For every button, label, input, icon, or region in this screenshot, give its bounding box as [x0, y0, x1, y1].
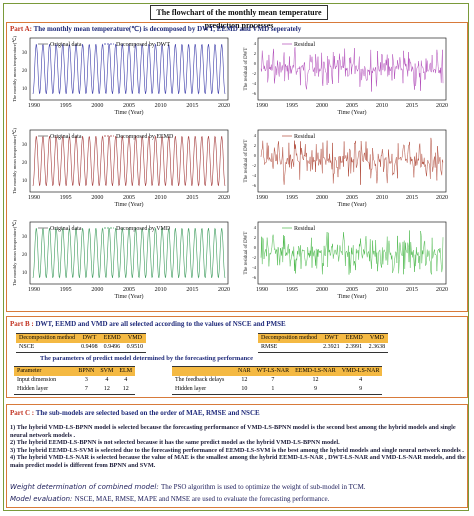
part-c-text: The sub-models are selected based on the… [35, 409, 260, 417]
part-b-box [6, 316, 468, 398]
eval-label: Model evaluation: [10, 495, 73, 503]
part-a-box [6, 22, 468, 312]
eval-text: NSCE, MAE, RMSE, MAPE and NMSE are used … [74, 495, 330, 503]
pr-r1c3: 9 [313, 386, 317, 392]
part-c-item-3: 3) The hybrid EEMD-LS-SVM is selected du… [10, 446, 464, 454]
params-right-table: NAR WT-LS-NAR EEMD-LS-NAR VMD-LS-NAR The… [172, 366, 383, 395]
pl-h2: SVM [97, 366, 117, 376]
pl-r0c2: 4 [105, 377, 109, 383]
pr-r1c4: 9 [359, 386, 363, 392]
outer-frame [3, 3, 469, 511]
figure-title: The flowchart of the monthly mean temper… [150, 5, 328, 30]
pr-r0c2: 7 [271, 377, 275, 383]
nsce-c2: 0.9496 [103, 344, 121, 350]
pl-r0c3: 4 [124, 377, 128, 383]
params-left-row-1: Input dimension 3 4 4 [14, 376, 135, 385]
part-b-heading: Part B : DWT, EEMD and VMD are all selec… [10, 320, 286, 328]
params-right-header: NAR WT-LS-NAR EEMD-LS-NAR VMD-LS-NAR [172, 366, 383, 376]
part-c-heading: Part C : The sub-models are selected bas… [10, 409, 260, 417]
rmse-h2: EEMD [342, 333, 366, 343]
eval-line: Model evaluation: NSCE, MAE, RMSE, MAPE … [10, 495, 329, 503]
rmse-h3: VMD [365, 333, 389, 343]
part-c-label: Part C : [10, 409, 35, 417]
pr-r0c1: 12 [241, 377, 248, 383]
pl-r0c0: Input dimension [17, 377, 57, 383]
pl-h1: BPNN [75, 366, 98, 376]
rmse-h1: DWT [320, 333, 343, 343]
part-a-label: Part A: [10, 25, 32, 33]
params-right-row-1: The feedback delays 12 7 12 4 [172, 376, 382, 385]
rmse-c2: 2.3991 [345, 344, 363, 350]
part-c-item-1: 1) The hybrid VMD-LS-BPNN model is selec… [10, 424, 456, 439]
params-title: The parameters of predict model determin… [40, 355, 253, 362]
part-c-item-4: 4) The hybrid VMD-LS-NAR is selected bec… [10, 454, 466, 469]
rmse-c0: RMSE [261, 344, 278, 350]
rmse-c3: 2.3638 [368, 344, 386, 350]
nsce-table-header: Decomposition method DWT EEMD VMD [16, 333, 147, 343]
pr-r1c2: 1 [271, 386, 275, 392]
pr-r0c4: 4 [359, 377, 363, 383]
part-b-label: Part B : [10, 320, 34, 328]
part-c-items: 1) The hybrid VMD-LS-BPNN model is selec… [10, 424, 466, 470]
pr-h1: WT-LS-NAR [253, 366, 293, 376]
nsce-c1: 0.9498 [81, 344, 98, 350]
nsce-h1: DWT [78, 333, 101, 343]
weight-text: The PSO algorithm is used to optimize th… [160, 483, 366, 491]
nsce-h3: VMD [123, 333, 147, 343]
rmse-table-row: RMSE 2.3921 2.3991 2.3638 [258, 343, 389, 353]
pr-r0c3: 12 [312, 377, 319, 383]
part-a-heading: Part A: The monthly mean temperature(℃) … [10, 25, 301, 33]
rmse-h0: Decomposition method [258, 333, 321, 343]
pr-r0c0: The feedback delays [175, 377, 225, 383]
part-c-box [6, 404, 468, 508]
part-c-item-2: 2) The hybrid EEMD-LS-BPNN is not select… [10, 439, 340, 447]
nsce-c3: 0.9510 [126, 344, 144, 350]
params-left-header: Parameter BPNN SVM ELM [14, 366, 136, 376]
pr-h2: EEMD-LS-NAR [292, 366, 339, 376]
pl-r0c1: 3 [84, 377, 88, 383]
params-left-table: Parameter BPNN SVM ELM Input dimension 3… [14, 366, 136, 395]
pl-r1c0: Hidden layer [17, 386, 49, 392]
pl-h0: Parameter [14, 366, 76, 376]
weight-label: Weight determination of combined model: [10, 483, 159, 491]
nsce-table-row: NSCE 0.9498 0.9496 0.9510 [16, 343, 147, 353]
pr-r1c0: Hidden layer [175, 386, 207, 392]
pr-r1c1: 10 [241, 386, 248, 392]
nsce-c0: NSCE [19, 344, 35, 350]
nsce-h0: Decomposition method [16, 333, 79, 343]
rmse-table-header: Decomposition method DWT EEMD VMD [258, 333, 389, 343]
pr-h-empty [172, 366, 235, 376]
nsce-table: Decomposition method DWT EEMD VMD NSCE 0… [16, 333, 147, 353]
params-right-row-2: Hidden layer 10 1 9 9 [172, 385, 383, 395]
params-left-row-2: Hidden layer 7 12 12 [14, 385, 136, 395]
rmse-table: Decomposition method DWT EEMD VMD RMSE 2… [258, 333, 389, 353]
pr-h0: NAR [235, 366, 254, 376]
pl-r1c1: 7 [84, 386, 88, 392]
nsce-h2: EEMD [100, 333, 124, 343]
pl-r1c3: 12 [122, 386, 129, 392]
weight-line: Weight determination of combined model: … [10, 483, 366, 491]
pr-h3: VMD-LS-NAR [338, 366, 383, 376]
part-b-text: DWT, EEMD and VMD are all selected accor… [35, 320, 286, 328]
pl-r1c2: 12 [103, 386, 110, 392]
rmse-c1: 2.3921 [323, 344, 340, 350]
pl-h3: ELM [116, 366, 136, 376]
part-a-text: The monthly mean temperature(℃) is decom… [33, 25, 302, 33]
